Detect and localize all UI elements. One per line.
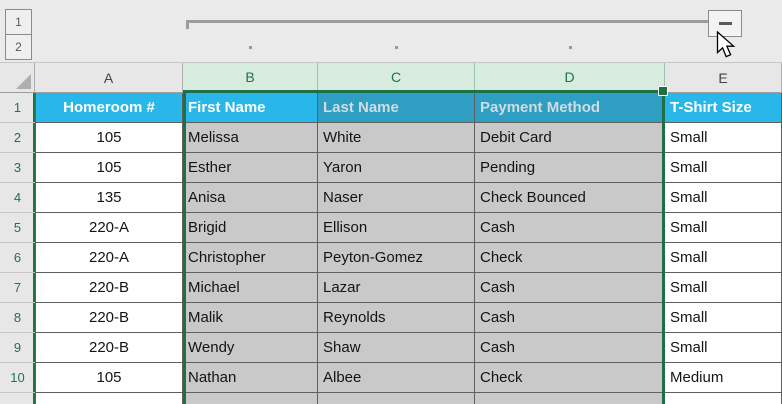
data-cell-b4[interactable]: Anisa [183, 183, 318, 213]
data-cell-b2[interactable]: Melissa [183, 123, 318, 153]
data-cell-c6[interactable]: Peyton-Gomez [318, 243, 475, 273]
data-cell-b6[interactable]: Christopher [183, 243, 318, 273]
header-cell-d1[interactable]: Payment Method [475, 93, 665, 123]
data-cell-b5[interactable]: Brigid [183, 213, 318, 243]
select-all-button[interactable] [0, 63, 35, 93]
partial-cell-d[interactable] [475, 393, 665, 404]
column-header-e[interactable]: E [665, 63, 782, 93]
selection-corner-handle [658, 86, 668, 96]
row-header-7[interactable]: 7 [0, 273, 35, 303]
data-cell-e8[interactable]: Small [665, 303, 782, 333]
row-header-4[interactable]: 4 [0, 183, 35, 213]
data-cell-e9[interactable]: Small [665, 333, 782, 363]
minus-icon [718, 22, 732, 25]
data-cell-b3[interactable]: Esther [183, 153, 318, 183]
data-cell-c7[interactable]: Lazar [318, 273, 475, 303]
row-header-6[interactable]: 6 [0, 243, 35, 273]
data-cell-d10[interactable]: Check [475, 363, 665, 393]
data-cell-b10[interactable]: Nathan [183, 363, 318, 393]
data-cell-a9[interactable]: 220-B [35, 333, 183, 363]
data-cell-a8[interactable]: 220-B [35, 303, 183, 333]
data-cell-a10[interactable]: 105 [35, 363, 183, 393]
column-header-b[interactable]: B [183, 63, 318, 93]
data-cell-d8[interactable]: Cash [475, 303, 665, 333]
column-header-a[interactable]: A [35, 63, 183, 93]
row-header-10[interactable]: 10 [0, 363, 35, 393]
data-cell-d6[interactable]: Check [475, 243, 665, 273]
data-cell-d2[interactable]: Debit Card [475, 123, 665, 153]
outline-dot-column-d [569, 46, 572, 49]
data-cell-a4[interactable]: 135 [35, 183, 183, 213]
data-cell-a5[interactable]: 220-A [35, 213, 183, 243]
data-cell-e10[interactable]: Medium [665, 363, 782, 393]
collapse-group-button[interactable] [708, 10, 742, 37]
partial-cell-c[interactable] [318, 393, 475, 404]
selection-border-right [662, 90, 665, 404]
column-header-d[interactable]: D [475, 63, 665, 93]
data-cell-b9[interactable]: Wendy [183, 333, 318, 363]
data-cell-c4[interactable]: Naser [318, 183, 475, 213]
partial-cell-b[interactable] [183, 393, 318, 404]
data-cell-d3[interactable]: Pending [475, 153, 665, 183]
header-cell-c1[interactable]: Last Name [318, 93, 475, 123]
data-cell-c8[interactable]: Reynolds [318, 303, 475, 333]
data-cell-a3[interactable]: 105 [35, 153, 183, 183]
selection-border-left [183, 90, 186, 404]
data-cell-e5[interactable]: Small [665, 213, 782, 243]
data-cell-c2[interactable]: White [318, 123, 475, 153]
header-cell-a1[interactable]: Homeroom # [35, 93, 183, 123]
data-cell-d7[interactable]: Cash [475, 273, 665, 303]
row-header-8[interactable]: 8 [0, 303, 35, 333]
outline-level-2-button[interactable]: 2 [5, 34, 32, 60]
header-cell-b1[interactable]: First Name [183, 93, 318, 123]
data-cell-d9[interactable]: Cash [475, 333, 665, 363]
data-cell-c3[interactable]: Yaron [318, 153, 475, 183]
data-cell-c9[interactable]: Shaw [318, 333, 475, 363]
mouse-cursor-icon [716, 31, 736, 58]
data-cell-e4[interactable]: Small [665, 183, 782, 213]
outline-level-1-button[interactable]: 1 [5, 9, 32, 35]
sheet-grid: A B C D E 1 Homeroom # First Name Last Name Payme… [0, 62, 782, 404]
row-header-9[interactable]: 9 [0, 333, 35, 363]
data-cell-a6[interactable]: 220-A [35, 243, 183, 273]
column-header-c[interactable]: C [318, 63, 475, 93]
row-header-1[interactable]: 1 [0, 93, 35, 123]
data-cell-c5[interactable]: Ellison [318, 213, 475, 243]
select-all-triangle-icon [16, 74, 31, 89]
data-cell-e6[interactable]: Small [665, 243, 782, 273]
data-cell-b7[interactable]: Michael [183, 273, 318, 303]
partial-cell-a[interactable] [35, 393, 183, 404]
row-header-2[interactable]: 2 [0, 123, 35, 153]
partial-cell-e[interactable] [665, 393, 782, 404]
row-header-5[interactable]: 5 [0, 213, 35, 243]
data-cell-c10[interactable]: Albee [318, 363, 475, 393]
data-cell-d4[interactable]: Check Bounced [475, 183, 665, 213]
column-group-bracket [186, 20, 708, 29]
data-cell-e3[interactable]: Small [665, 153, 782, 183]
header-cell-e1[interactable]: T-Shirt Size [665, 93, 782, 123]
row-header-partial[interactable] [0, 393, 35, 404]
data-cell-a2[interactable]: 105 [35, 123, 183, 153]
data-cell-e7[interactable]: Small [665, 273, 782, 303]
row-header-3[interactable]: 3 [0, 153, 35, 183]
data-cell-b8[interactable]: Malik [183, 303, 318, 333]
data-cell-d5[interactable]: Cash [475, 213, 665, 243]
outline-dot-column-b [249, 46, 252, 49]
data-cell-a7[interactable]: 220-B [35, 273, 183, 303]
outline-dot-column-c [395, 46, 398, 49]
data-cell-e2[interactable]: Small [665, 123, 782, 153]
selection-border-top [183, 90, 666, 93]
